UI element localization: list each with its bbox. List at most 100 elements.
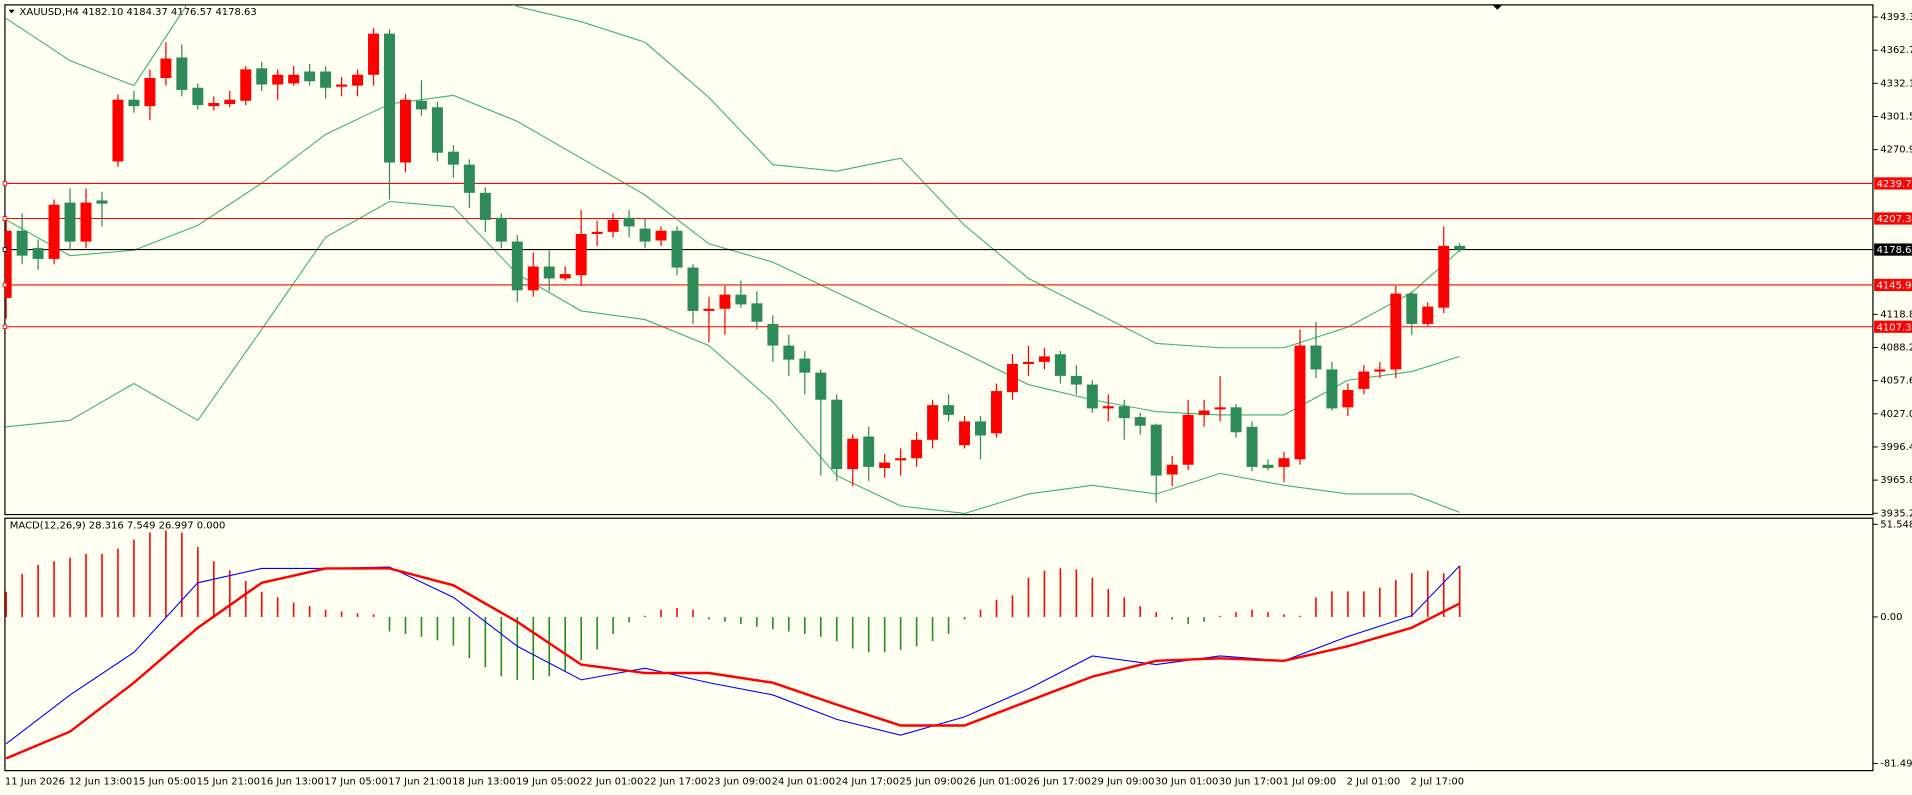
candle-body bbox=[352, 74, 364, 86]
candle-body bbox=[1070, 375, 1082, 385]
y-tick-label: 4027.00 bbox=[1880, 409, 1912, 420]
candle-body bbox=[1262, 464, 1274, 468]
candle-body bbox=[511, 241, 523, 291]
candle-body bbox=[208, 102, 220, 107]
candle-body bbox=[655, 230, 667, 241]
candle-body bbox=[1134, 417, 1146, 426]
candle-body bbox=[943, 405, 955, 415]
x-tick-label: 23 Jun 09:00 bbox=[708, 777, 771, 788]
x-tick-label: 1 Jul 09:00 bbox=[1283, 777, 1337, 788]
candle-body bbox=[559, 274, 571, 279]
candle-body bbox=[1406, 293, 1418, 324]
candle-body bbox=[463, 164, 475, 193]
candle-body bbox=[543, 266, 555, 279]
candle-body bbox=[1374, 369, 1386, 372]
candle-body bbox=[384, 33, 395, 163]
candle-body bbox=[1294, 345, 1306, 460]
candle-body bbox=[48, 204, 60, 259]
candle-body bbox=[1358, 371, 1370, 389]
y-tick-label: 4088.20 bbox=[1880, 343, 1912, 354]
level-marker bbox=[2, 247, 8, 252]
candle-body bbox=[1230, 407, 1242, 433]
x-tick-label: 15 Jun 05:00 bbox=[133, 777, 196, 788]
candle-body bbox=[1086, 384, 1098, 409]
candle-body bbox=[703, 308, 715, 311]
candle-body bbox=[320, 71, 332, 88]
candle-body bbox=[4, 230, 12, 298]
level-marker bbox=[2, 181, 8, 186]
candle-body bbox=[767, 323, 779, 346]
y-tick-label: 4393.30 bbox=[1880, 12, 1912, 23]
chart-title: XAUUSD,H4 4182.10 4184.37 4176.57 4178.6… bbox=[20, 7, 257, 18]
candle-body bbox=[1310, 345, 1322, 370]
x-tick-label: 17 Jun 21:00 bbox=[388, 777, 451, 788]
candle-body bbox=[336, 84, 348, 87]
candle-body bbox=[719, 294, 731, 309]
candle-body bbox=[80, 202, 92, 242]
candle-body bbox=[1422, 306, 1434, 324]
level-label-box bbox=[1874, 278, 1912, 292]
candle-body bbox=[479, 192, 491, 220]
x-tick-label: 26 Jun 01:00 bbox=[963, 777, 1026, 788]
candle-body bbox=[990, 391, 1002, 434]
x-tick-label: 24 Jun 17:00 bbox=[836, 777, 899, 788]
x-tick-label: 18 Jun 13:00 bbox=[452, 777, 515, 788]
candle-body bbox=[144, 78, 156, 107]
candle-body bbox=[1118, 406, 1130, 419]
candle-body bbox=[527, 266, 539, 291]
candle-body bbox=[96, 200, 108, 204]
x-tick-label: 16 Jun 13:00 bbox=[260, 777, 323, 788]
x-tick-label: 26 Jun 17:00 bbox=[1027, 777, 1090, 788]
candle-body bbox=[176, 57, 188, 90]
candle-body bbox=[959, 421, 971, 446]
price-panel bbox=[4, 4, 1874, 516]
candle-body bbox=[192, 87, 204, 106]
macd-plot bbox=[5, 530, 1461, 760]
x-tick-label: 30 Jun 17:00 bbox=[1219, 777, 1282, 788]
x-tick-label: 11 Jun 2026 bbox=[5, 777, 65, 788]
candle-body bbox=[224, 99, 236, 105]
candle-body bbox=[1438, 245, 1450, 308]
candle-body bbox=[815, 372, 827, 400]
candle-body bbox=[847, 438, 859, 470]
candle-body bbox=[687, 267, 699, 311]
x-tick-label: 22 Jun 01:00 bbox=[580, 777, 643, 788]
y-tick-label: 4118.80 bbox=[1880, 309, 1912, 320]
macd-title: MACD(12,26,9) 28.316 7.549 26.997 0.000 bbox=[10, 521, 226, 532]
candle-body bbox=[751, 303, 763, 322]
macd-panel bbox=[4, 517, 1874, 772]
candle-body bbox=[415, 100, 427, 110]
candle-body bbox=[863, 436, 875, 467]
level-marker bbox=[2, 324, 8, 330]
level-label: 4107.38 bbox=[1877, 322, 1912, 333]
x-tick-label: 29 Jun 09:00 bbox=[1091, 777, 1154, 788]
candle-body bbox=[1342, 389, 1354, 408]
candle-body bbox=[1198, 410, 1210, 415]
level-label-box bbox=[1874, 320, 1912, 333]
x-tick-label: 15 Jun 21:00 bbox=[197, 777, 260, 788]
x-tick-label: 30 Jun 01:00 bbox=[1155, 777, 1218, 788]
candle-body bbox=[1454, 245, 1466, 250]
candle-body bbox=[1006, 363, 1018, 393]
y-tick-label: 4301.50 bbox=[1880, 111, 1912, 122]
candle-body bbox=[895, 458, 907, 461]
candle-body bbox=[1054, 354, 1066, 376]
candle-body bbox=[607, 219, 619, 232]
candle-body bbox=[831, 399, 843, 470]
candle-body bbox=[304, 71, 316, 82]
indicator-line bbox=[5, 565, 1461, 745]
price-plot bbox=[4, 4, 1873, 515]
candle-body bbox=[671, 230, 683, 268]
candle-body bbox=[495, 217, 507, 242]
y-tick-label: -81.49 bbox=[1880, 758, 1912, 769]
y-tick-label: 4362.70 bbox=[1880, 45, 1912, 56]
x-tick-label: 19 Jun 05:00 bbox=[516, 777, 579, 788]
menu-marker bbox=[8, 9, 15, 14]
candle-body bbox=[399, 99, 411, 163]
level-label: 4145.95 bbox=[1877, 281, 1912, 292]
candle-body bbox=[591, 231, 603, 235]
candle-body bbox=[128, 99, 140, 107]
